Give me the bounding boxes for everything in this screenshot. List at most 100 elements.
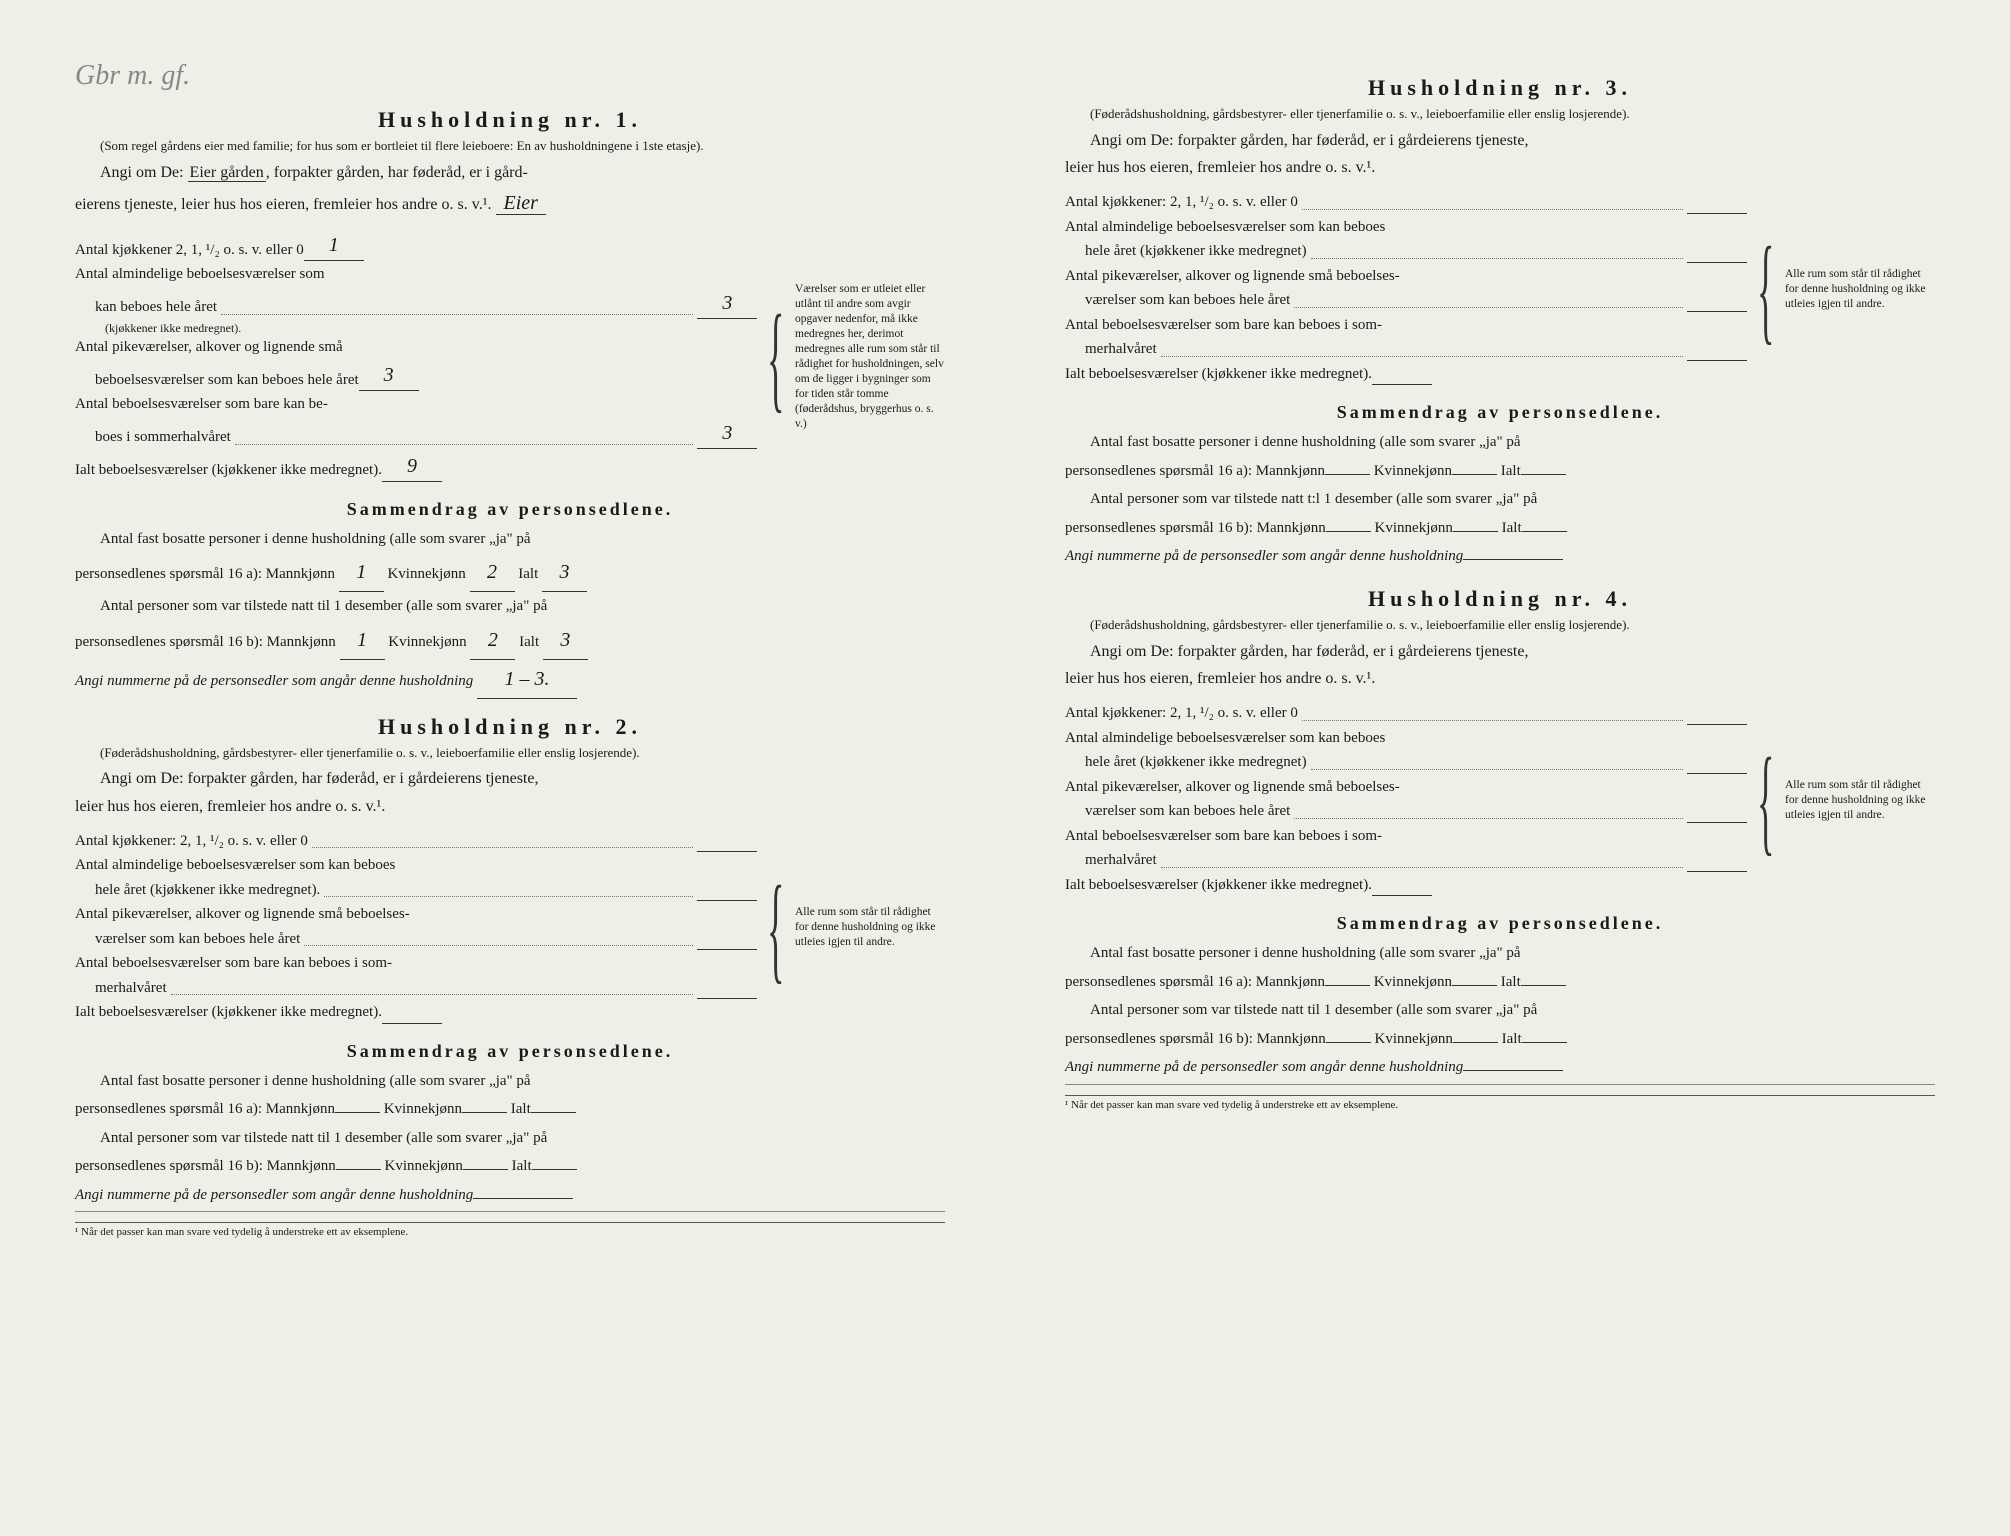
summary-title-1: Sammendrag av personsedlene.	[75, 499, 945, 520]
rooms-left-2: Antal kjøkkener: 2, 1, ¹/₂ o. s. v. elle…	[75, 830, 757, 1026]
s2b-pre-4: personsedlenes spørsmål 16 b): Mannkjønn	[1065, 1031, 1326, 1047]
brace-text-4: Alle rum som står til rådighet for denne…	[1785, 778, 1935, 823]
total-label: Ialt beboelsesværelser (kjøkkener ikke m…	[75, 459, 382, 482]
r3b-2: merhalvåret	[95, 977, 167, 1000]
r2-value: 3	[376, 364, 402, 386]
brace-icon: {	[768, 297, 785, 417]
household-1: Husholdning nr. 1. (Som regel gårdens ei…	[75, 107, 945, 699]
s1b-pre-3: personsedlenes spørsmål 16 a): Mannkjønn	[1065, 463, 1325, 479]
s1b-pre-2: personsedlenes spørsmål 16 a): Mannkjønn	[75, 1101, 335, 1117]
s1-kv-4: Kvinnekjønn	[1374, 974, 1452, 990]
r3b-label: boes i sommerhalvåret	[95, 426, 231, 449]
kitchen-value: 1	[321, 234, 347, 256]
angi-prefix: Angi om De:	[100, 164, 188, 181]
total-label-2: Ialt beboelsesværelser (kjøkkener ikke m…	[75, 1001, 382, 1024]
footnote-left: ¹ Når det passer kan man svare ved tydel…	[75, 1222, 945, 1238]
rooms-block-4: Antal kjøkkener: 2, 1, ¹/₂ o. s. v. elle…	[1065, 702, 1935, 898]
nummer-label-2: Angi nummerne på de personsedler som ang…	[75, 1187, 473, 1203]
r3b-3: merhalvåret	[1085, 338, 1157, 361]
s2-kv-label: Kvinnekjønn	[388, 634, 466, 650]
handwriting-annotation: Gbr m. gf.	[75, 60, 945, 92]
s2a-2: Antal personer som var tilstede natt til…	[75, 1124, 945, 1153]
s2-t: 3	[543, 621, 588, 660]
s2-kv-3: Kvinnekjønn	[1375, 520, 1453, 536]
r3b: boes i sommerhalvåret 3	[75, 418, 757, 449]
rooms-block-1: Antal kjøkkener 2, 1, ¹/₂ o. s. v. eller…	[75, 230, 945, 484]
s1-ialt-3: Ialt	[1501, 463, 1521, 479]
brace-icon-4: {	[1758, 740, 1775, 860]
s1b-pre-4: personsedlenes spørsmål 16 a): Mannkjønn	[1065, 974, 1325, 990]
total-label-3: Ialt beboelsesværelser (kjøkkener ikke m…	[1065, 363, 1372, 386]
nummer-label-4: Angi nummerne på de personsedler som ang…	[1065, 1059, 1463, 1075]
household-3-subtitle: (Føderådshusholdning, gårdsbestyrer- ell…	[1065, 106, 1935, 123]
nummer-label-3: Angi nummerne på de personsedler som ang…	[1065, 548, 1463, 564]
angi-2-line1: Angi om De: forpakter gården, har føderå…	[75, 765, 945, 792]
r1-value: 3	[714, 292, 740, 314]
s1-kv-label: Kvinnekjønn	[387, 566, 465, 582]
r3b-4: merhalvåret	[1085, 849, 1157, 872]
s2-ialt-4: Ialt	[1502, 1031, 1522, 1047]
brace-text-1: Værelser som er utleiet eller utlånt til…	[795, 282, 945, 431]
r1a-4: Antal almindelige beboelsesværelser som …	[1065, 727, 1385, 750]
total-label-4: Ialt beboelsesværelser (kjøkkener ikke m…	[1065, 874, 1372, 897]
s1a-3: Antal fast bosatte personer i denne hush…	[1065, 428, 1935, 457]
nummer-val-1: 1 – 3.	[477, 660, 577, 699]
r1b: kan beboes hele året 3	[75, 288, 757, 319]
household-3: Husholdning nr. 3. (Føderådshusholdning,…	[1065, 75, 1935, 571]
page-left: Gbr m. gf. Husholdning nr. 1. (Som regel…	[45, 40, 975, 1258]
kitchen-label: Antal kjøkkener 2, 1, ¹/₂ o. s. v. eller…	[75, 239, 304, 262]
angi-3-line1: Angi om De: forpakter gården, har føderå…	[1065, 127, 1935, 154]
r2a-4: Antal pikeværelser, alkover og lignende …	[1065, 776, 1400, 799]
document-spread: Gbr m. gf. Husholdning nr. 1. (Som regel…	[45, 40, 1965, 1258]
rooms-left-3: Antal kjøkkener: 2, 1, ¹/₂ o. s. v. elle…	[1065, 191, 1747, 387]
r2a-2: Antal pikeværelser, alkover og lignende …	[75, 903, 410, 926]
s1b-4: personsedlenes spørsmål 16 a): Mannkjønn…	[1065, 968, 1935, 997]
r1b-2: hele året (kjøkkener ikke medregnet).	[95, 879, 320, 902]
household-4-title: Husholdning nr. 4.	[1065, 586, 1935, 612]
rooms-block-2: Antal kjøkkener: 2, 1, ¹/₂ o. s. v. elle…	[75, 830, 945, 1026]
summary-title-3: Sammendrag av personsedlene.	[1065, 402, 1935, 423]
s2a-4: Antal personer som var tilstede natt til…	[1065, 996, 1935, 1025]
s2b-3: personsedlenes spørsmål 16 b): Mannkjønn…	[1065, 514, 1935, 543]
kitchen-label-2: Antal kjøkkener: 2, 1, ¹/₂ o. s. v. elle…	[75, 830, 308, 853]
s1-k: 2	[470, 553, 515, 592]
r3a-label: Antal beboelsesværelser som bare kan be-	[75, 393, 328, 416]
r1b-4: hele året (kjøkkener ikke medregnet)	[1085, 751, 1307, 774]
s2b-4: personsedlenes spørsmål 16 b): Mannkjønn…	[1065, 1025, 1935, 1054]
r2b: beboelsesværelser som kan beboes hele år…	[75, 360, 757, 391]
s2-kv-4: Kvinnekjønn	[1375, 1031, 1453, 1047]
s2-kv-2: Kvinnekjønn	[385, 1158, 463, 1174]
r2b-2: værelser som kan beboes hele året	[95, 928, 300, 951]
angi-4-line2: leier hus hos eieren, fremleier hos andr…	[1065, 665, 1935, 692]
s1b-3: personsedlenes spørsmål 16 a): Mannkjønn…	[1065, 457, 1935, 486]
s2-ialt-label: Ialt	[519, 634, 539, 650]
r2b-label: beboelsesværelser som kan beboes hele år…	[95, 369, 359, 392]
household-4-subtitle: (Føderådshusholdning, gårdsbestyrer- ell…	[1065, 617, 1935, 634]
s1b-pre: personsedlenes spørsmål 16 a): Mannkjønn	[75, 566, 335, 582]
r3a-2: Antal beboelsesværelser som bare kan beb…	[75, 952, 392, 975]
kitchen-label-4: Antal kjøkkener: 2, 1, ¹/₂ o. s. v. elle…	[1065, 702, 1298, 725]
s1a-4: Antal fast bosatte personer i denne hush…	[1065, 939, 1935, 968]
s2a-3: Antal personer som var tilstede natt t:l…	[1065, 485, 1935, 514]
nummer-line-2: Angi nummerne på de personsedler som ang…	[75, 1181, 945, 1210]
brace-icon-2: {	[768, 868, 785, 988]
nummer-label-1: Angi nummerne på de personsedler som ang…	[75, 673, 473, 689]
s2a: Antal personer som var tilstede natt til…	[75, 592, 945, 621]
footnote-right: ¹ Når det passer kan man svare ved tydel…	[1065, 1095, 1935, 1111]
brace-text-2: Alle rum som står til rådighet for denne…	[795, 905, 945, 950]
page-right: Husholdning nr. 3. (Føderådshusholdning,…	[1035, 40, 1965, 1258]
brace-text-3: Alle rum som står til rådighet for denne…	[1785, 267, 1935, 312]
r1b-label: kan beboes hele året	[95, 296, 217, 319]
summary-title-2: Sammendrag av personsedlene.	[75, 1041, 945, 1062]
angi-underlined: Eier gården	[188, 164, 266, 182]
r1b-3: hele året (kjøkkener ikke medregnet)	[1085, 240, 1307, 263]
s2b-pre-3: personsedlenes spørsmål 16 b): Mannkjønn	[1065, 520, 1326, 536]
r1a-label: Antal almindelige beboelsesværelser som	[75, 263, 325, 286]
r2a-3: Antal pikeværelser, alkover og lignende …	[1065, 265, 1400, 288]
r1-note: (kjøkkener ikke medregnet).	[105, 321, 757, 336]
s1-kv-3: Kvinnekjønn	[1374, 463, 1452, 479]
nummer-line-3: Angi nummerne på de personsedler som ang…	[1065, 542, 1935, 571]
angi-line2-text: eierens tjeneste, leier hus hos eieren, …	[75, 196, 492, 213]
r2b-4: værelser som kan beboes hele året	[1085, 800, 1290, 823]
angi-4-line1: Angi om De: forpakter gården, har føderå…	[1065, 638, 1935, 665]
